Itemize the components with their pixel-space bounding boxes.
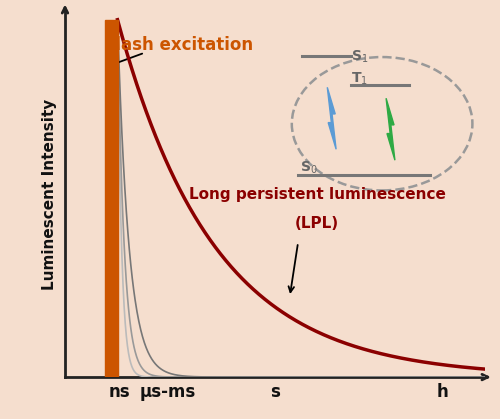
Text: (LPL): (LPL) xyxy=(295,217,339,231)
Bar xyxy=(105,20,118,377)
Polygon shape xyxy=(386,98,395,160)
Text: S$_0$: S$_0$ xyxy=(300,159,318,176)
Text: Long persistent luminescence: Long persistent luminescence xyxy=(188,187,446,202)
Text: T$_1$: T$_1$ xyxy=(352,71,368,87)
Y-axis label: Luminescent Intensity: Luminescent Intensity xyxy=(42,99,56,290)
Text: Flash excitation: Flash excitation xyxy=(104,36,253,54)
Polygon shape xyxy=(328,87,336,149)
Text: S$_1$: S$_1$ xyxy=(352,48,369,65)
